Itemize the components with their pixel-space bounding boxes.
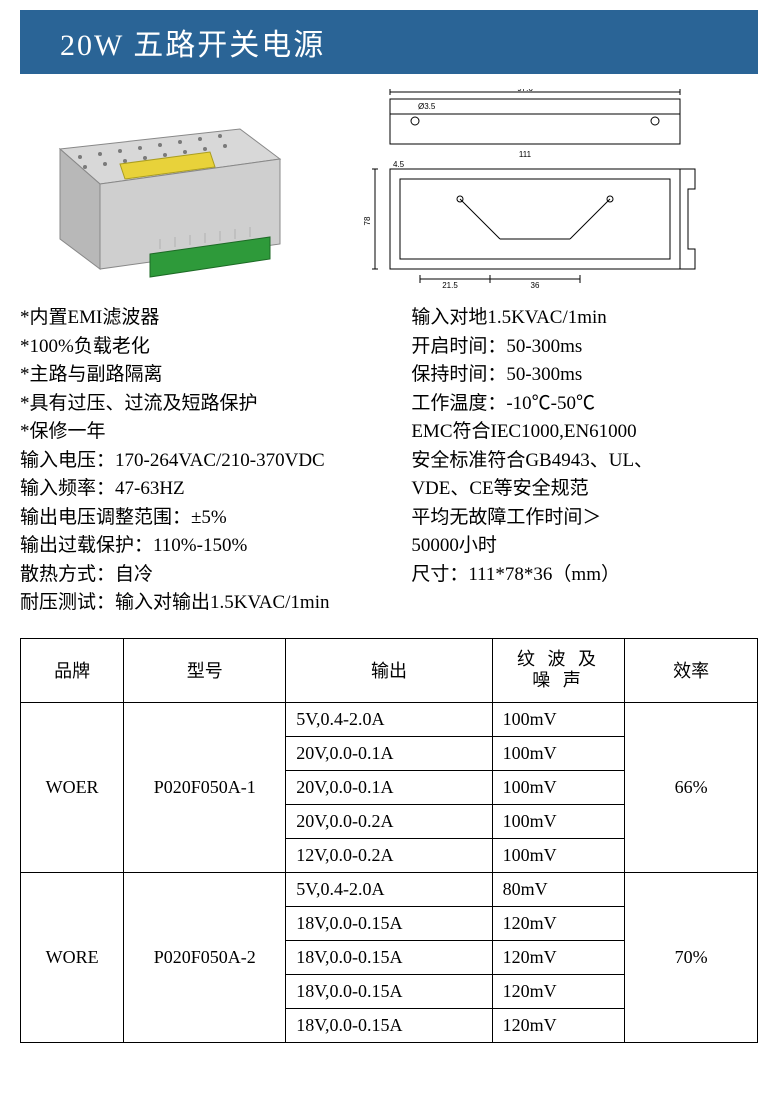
cell-ripple: 120mV (492, 906, 625, 940)
cell-model: P020F050A-1 (124, 702, 286, 872)
cell-ripple: 120mV (492, 974, 625, 1008)
spec-line: 安全标准符合GB4943、UL、 (411, 447, 758, 476)
dim-b: 21.5 (442, 281, 458, 289)
cell-output: 12V,0.0-0.2A (286, 838, 492, 872)
dim-overall-w: 97.6 (517, 89, 533, 93)
cell-output: 5V,0.4-2.0A (286, 872, 492, 906)
table-row: WOERP020F050A-15V,0.4-2.0A100mV66% (21, 702, 758, 736)
spec-line: 输入电压：170-264VAC/210-370VDC (20, 447, 401, 476)
dim-overall-h: 78 (363, 216, 372, 225)
cell-ripple: 100mV (492, 736, 625, 770)
product-photo (20, 89, 320, 289)
cell-model: P020F050A-2 (124, 872, 286, 1042)
dim-a: 4.5 (393, 160, 405, 169)
cell-brand: WOER (21, 702, 124, 872)
spec-line: *保修一年 (20, 418, 401, 447)
spec-line: *内置EMI滤波器 (20, 304, 401, 333)
image-row: 97.6 Ø3.5 111 78 4.5 21.5 36 (0, 89, 778, 304)
cell-output: 20V,0.0-0.1A (286, 770, 492, 804)
spec-line: VDE、CE等安全规范 (411, 475, 758, 504)
cell-ripple: 100mV (492, 702, 625, 736)
col-model: 型号 (124, 638, 286, 702)
table-row: WOREP020F050A-25V,0.4-2.0A80mV70% (21, 872, 758, 906)
spec-line: 工作温度：-10℃-50℃ (411, 390, 758, 419)
cell-output: 20V,0.0-0.1A (286, 736, 492, 770)
technical-drawing: 97.6 Ø3.5 111 78 4.5 21.5 36 (360, 89, 710, 289)
cell-ripple: 100mV (492, 804, 625, 838)
dim-c: 36 (531, 281, 540, 289)
spec-line: 输入对地1.5KVAC/1min (411, 304, 758, 333)
cell-output: 18V,0.0-0.15A (286, 1008, 492, 1042)
spec-line: 尺寸：111*78*36（mm） (411, 561, 758, 590)
dim-hole: Ø3.5 (418, 102, 436, 111)
spec-line: *100%负载老化 (20, 333, 401, 362)
specs-right-column: 输入对地1.5KVAC/1min开启时间：50-300ms保持时间：50-300… (401, 304, 758, 618)
spec-line: 开启时间：50-300ms (411, 333, 758, 362)
col-ripple: 纹 波 及噪 声 (492, 638, 625, 702)
cell-ripple: 100mV (492, 838, 625, 872)
spec-line: 输出过载保护：110%-150% (20, 532, 401, 561)
col-brand: 品牌 (21, 638, 124, 702)
cell-output: 20V,0.0-0.2A (286, 804, 492, 838)
cell-efficiency: 66% (625, 702, 758, 872)
spec-line: 输出电压调整范围：±5% (20, 504, 401, 533)
cell-output: 18V,0.0-0.15A (286, 906, 492, 940)
spec-line: 耐压测试：输入对输出1.5KVAC/1min (20, 589, 401, 618)
spec-line: *具有过压、过流及短路保护 (20, 390, 401, 419)
table-header-row: 品牌 型号 输出 纹 波 及噪 声 效率 (21, 638, 758, 702)
cell-ripple: 120mV (492, 1008, 625, 1042)
cell-output: 18V,0.0-0.15A (286, 974, 492, 1008)
cell-ripple: 120mV (492, 940, 625, 974)
spec-line: 50000小时 (411, 532, 758, 561)
cell-ripple: 100mV (492, 770, 625, 804)
spec-table: 品牌 型号 输出 纹 波 及噪 声 效率 WOERP020F050A-15V,0… (20, 638, 758, 1043)
cell-brand: WORE (21, 872, 124, 1042)
specs-block: *内置EMI滤波器*100%负载老化*主路与副路隔离*具有过压、过流及短路保护*… (0, 304, 778, 638)
cell-ripple: 80mV (492, 872, 625, 906)
col-efficiency: 效率 (625, 638, 758, 702)
spec-line: 散热方式：自冷 (20, 561, 401, 590)
spec-line: *主路与副路隔离 (20, 361, 401, 390)
spec-line: 平均无故障工作时间＞ (411, 504, 758, 533)
cell-output: 18V,0.0-0.15A (286, 940, 492, 974)
page-title: 20W 五路开关电源 (20, 10, 758, 74)
cell-efficiency: 70% (625, 872, 758, 1042)
specs-left-column: *内置EMI滤波器*100%负载老化*主路与副路隔离*具有过压、过流及短路保护*… (20, 304, 401, 618)
col-output: 输出 (286, 638, 492, 702)
dim-inner-w: 111 (519, 150, 532, 159)
spec-line: 输入频率：47-63HZ (20, 475, 401, 504)
cell-output: 5V,0.4-2.0A (286, 702, 492, 736)
spec-line: EMC符合IEC1000,EN61000 (411, 418, 758, 447)
spec-line: 保持时间：50-300ms (411, 361, 758, 390)
